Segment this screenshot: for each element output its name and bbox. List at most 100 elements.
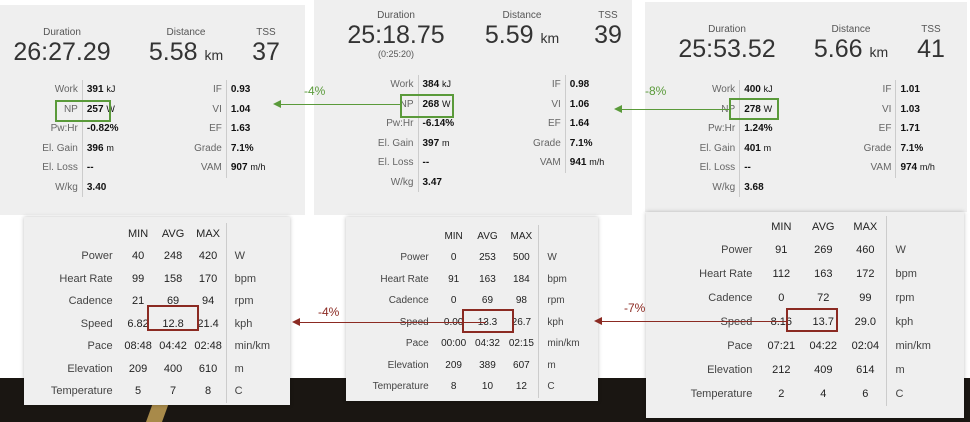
- stats-max-cell: 12: [515, 381, 527, 393]
- ride2-stats-panel: MIN AVG MAX Power 0 253 500 W Heart Rate 91 163 18…: [346, 217, 598, 401]
- stats-label-cell: Elevation: [707, 364, 753, 376]
- ride2-stats-table: MIN AVG MAX Power 0 253 500 W Heart Rate 91 163 18…: [350, 225, 594, 398]
- ride3-metrics-left: Work 400 kJ NP 278 W Pw:Hr 1.24% El. Gain 40…: [669, 80, 799, 197]
- stats-row: Cadence 0 69 98 rpm: [350, 290, 594, 312]
- stats-row: Elevation 209 400 610 m: [32, 357, 282, 380]
- stats-avg-cell: 400: [163, 362, 183, 375]
- stats-max-cell: 21.4: [197, 317, 219, 330]
- stats-unit-cell: bpm: [538, 268, 594, 290]
- ride2-tss: TSS 39: [594, 10, 622, 49]
- ride3-np-highlight: [729, 98, 779, 120]
- ride2-duration: Duration 25:18.75 (0:25:20): [347, 10, 445, 59]
- stats-max-cell: 170: [198, 272, 218, 285]
- ride1-tss: TSS 37: [252, 27, 280, 66]
- stats-label-cell: Temperature: [690, 388, 753, 400]
- stats-min-cell: 209: [128, 362, 148, 375]
- stats-max-cell: 98: [515, 295, 527, 307]
- stats-min-cell: 2: [778, 388, 785, 400]
- stats-max-cell: 614: [856, 364, 875, 376]
- speed-diff-label-2: -7%: [624, 301, 646, 315]
- stats-row: Heart Rate 91 163 184 bpm: [350, 268, 594, 290]
- stats-unit-cell: m: [225, 357, 282, 380]
- stats-avg-cell: 248: [163, 250, 183, 263]
- np-arrow-head-1: [273, 100, 281, 108]
- np-arrow-line-1: [280, 104, 400, 105]
- stats-row: Pace 00:00 04:32 02:15 min/km: [350, 333, 594, 355]
- speed-arrow-head-2: [594, 317, 602, 325]
- np-diff-label-2: -8%: [645, 84, 667, 98]
- stats-avg-cell: 04:32: [474, 338, 500, 350]
- stats-avg-cell: 72: [817, 292, 830, 304]
- ride2-metrics-left: Work 384 kJ NP 268 W Pw:Hr -6.14% El. Gain 3…: [350, 75, 480, 192]
- stats-row: Temperature 2 4 6 C: [654, 382, 954, 406]
- stats-label-cell: Cadence: [68, 295, 113, 308]
- speed-arrow-head-1: [292, 318, 300, 326]
- stats-row: Speed 6.82 12.8 21.4 kph: [32, 312, 282, 335]
- stats-unit-cell: min/km: [538, 333, 594, 355]
- stats-label-cell: Cadence: [708, 292, 753, 304]
- stats-min-cell: 212: [772, 364, 791, 376]
- speed-diff-label-1: -4%: [318, 305, 340, 319]
- ride3-speed-avg-highlight: [786, 308, 838, 332]
- stats-max-cell: 184: [513, 273, 530, 285]
- stats-avg-cell: 389: [479, 359, 496, 371]
- stats-min-cell: 0: [450, 295, 457, 307]
- stats-min-cell: 0: [778, 292, 785, 304]
- stats-max-cell: 02:15: [508, 338, 534, 350]
- stats-unit-cell: min/km: [225, 335, 282, 358]
- ride3-stats-table: MIN AVG MAX Power 91 269 460 W Heart Rate 112 163…: [654, 216, 954, 406]
- stats-label-cell: Speed: [80, 317, 113, 330]
- stats-unit-cell: kph: [886, 310, 954, 334]
- stats-max-cell: 02:04: [851, 340, 880, 352]
- stats-label-cell: Power: [721, 244, 753, 256]
- stats-min-cell: 6.82: [127, 317, 149, 330]
- stats-max-cell: 610: [198, 362, 218, 375]
- ride3-metrics-right: IF 1.01 VI 1.03 EF 1.71 Grade 7.1% VAM 974 m/…: [841, 80, 961, 178]
- stats-max-cell: 607: [513, 359, 530, 371]
- stats-avg-cell: 269: [814, 244, 833, 256]
- stats-row: Cadence 0 72 99 rpm: [654, 286, 954, 310]
- stats-unit-cell: m: [886, 358, 954, 382]
- ride3-distance: Distance 5.66 km: [813, 24, 889, 63]
- ride1-metrics-left: Work 391 kJ NP 257 W Pw:Hr -0.82% El. Gain 3…: [6, 80, 152, 197]
- stats-label-cell: Pace: [87, 340, 113, 353]
- stats-unit-cell: rpm: [538, 290, 594, 312]
- stats-min-cell: 99: [131, 272, 145, 285]
- stats-row: Temperature 5 7 8 C: [32, 380, 282, 403]
- stats-label-cell: Elevation: [67, 362, 113, 375]
- np-arrow-line-2: [622, 109, 730, 110]
- np-arrow-head-2: [614, 105, 622, 113]
- stats-max-cell: 420: [198, 250, 218, 263]
- stats-unit-cell: W: [538, 247, 594, 269]
- stats-min-cell: 21: [131, 295, 145, 308]
- stats-label-cell: Temperature: [372, 381, 429, 393]
- stats-unit-cell: W: [886, 238, 954, 262]
- stats-max-cell: 29.0: [854, 316, 877, 328]
- stats-label-cell: Power: [400, 252, 429, 264]
- stats-unit-cell: C: [886, 382, 954, 406]
- stats-max-cell: 460: [856, 244, 875, 256]
- stats-row: Elevation 209 389 607 m: [350, 354, 594, 376]
- stats-min-cell: 0: [450, 252, 457, 264]
- stats-max-cell: 8: [205, 385, 212, 398]
- stats-avg-cell: 69: [166, 295, 180, 308]
- stats-min-cell: 40: [131, 250, 145, 263]
- stats-row: Power 91 269 460 W: [654, 238, 954, 262]
- ride1-distance: Distance 5.58 km: [148, 27, 224, 66]
- stats-avg-cell: 4: [820, 388, 827, 400]
- np-diff-label-1: -4%: [304, 84, 326, 98]
- ride1-summary-panel: Duration 26:27.29 Distance 5.58 km TSS 3…: [0, 5, 305, 215]
- stats-label-cell: Heart Rate: [699, 268, 753, 280]
- stats-row: Elevation 212 409 614 m: [654, 358, 954, 382]
- stats-avg-cell: 253: [479, 252, 496, 264]
- stats-label-cell: Pace: [405, 338, 429, 350]
- stats-avg-cell: 69: [481, 295, 494, 307]
- stats-label-cell: Heart Rate: [380, 273, 429, 285]
- ride1-stats-panel: MIN AVG MAX Power 40 248 420 W Heart Rate 99 158 1…: [24, 217, 290, 405]
- stats-avg-cell: 04:22: [809, 340, 838, 352]
- stats-avg-cell: 409: [814, 364, 833, 376]
- stats-unit-cell: rpm: [225, 290, 282, 313]
- stats-avg-cell: 158: [163, 272, 183, 285]
- stats-avg-cell: 7: [170, 385, 177, 398]
- stats-max-cell: 172: [856, 268, 875, 280]
